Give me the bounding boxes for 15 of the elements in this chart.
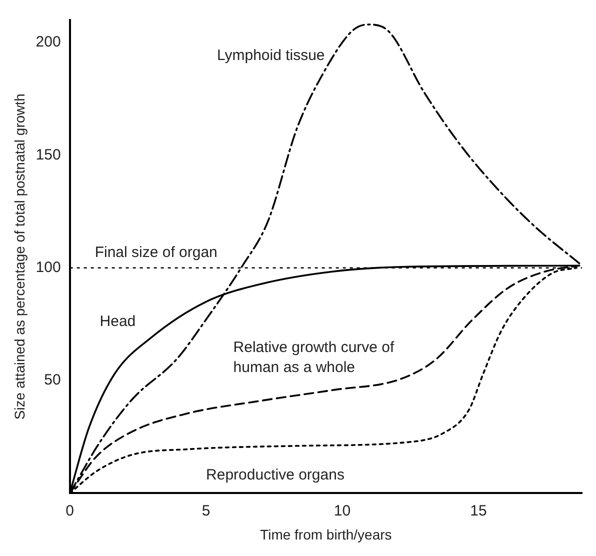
x-axis-title: Time from birth/years (260, 526, 392, 542)
series-label: Lymphoid tissue (216, 47, 325, 64)
y-tick-label: 150 (36, 146, 61, 164)
ref-line-label: Final size of organ (94, 244, 218, 262)
series-label: Relative growth curve of human as a whole (233, 339, 396, 376)
x-tick-label: 15 (470, 502, 487, 520)
y-tick-label: 50 (44, 372, 61, 389)
y-tick-label: 100 (36, 259, 61, 276)
series-label: Reproductive organs (206, 466, 344, 484)
series-label: Head (100, 313, 136, 330)
y-tick-label: 200 (36, 34, 61, 51)
y-axis-title: Size attained as percentage of total postnatal growth (11, 94, 28, 420)
x-tick-label: 0 (66, 502, 74, 520)
x-tick-label: 5 (202, 502, 210, 520)
x-tick-label: 10 (334, 502, 351, 520)
